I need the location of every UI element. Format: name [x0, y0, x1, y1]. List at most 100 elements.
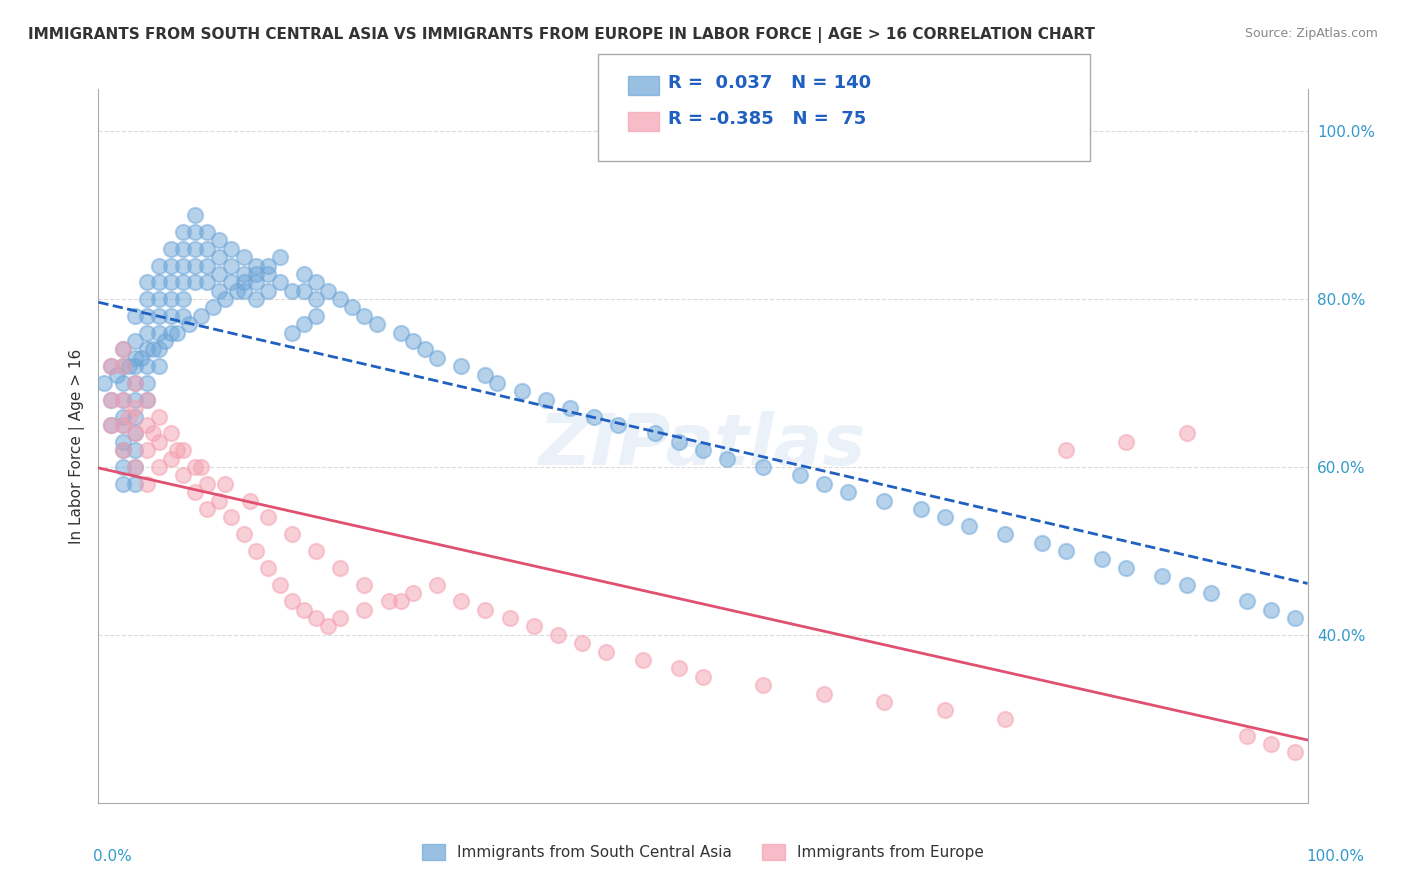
Point — [135, 476, 157, 491]
Point — [195, 502, 218, 516]
Point — [166, 443, 188, 458]
Point — [305, 292, 328, 306]
Point — [292, 284, 315, 298]
Point — [172, 443, 194, 458]
Point — [813, 476, 835, 491]
Point — [111, 343, 134, 357]
Point — [450, 359, 472, 374]
Point — [208, 233, 231, 247]
Point — [118, 359, 141, 374]
Point — [135, 392, 157, 407]
Point — [873, 695, 896, 709]
Point — [160, 326, 183, 340]
Point — [534, 392, 557, 407]
Point — [692, 670, 714, 684]
Point — [353, 577, 375, 591]
Point — [1284, 611, 1306, 625]
Point — [813, 687, 835, 701]
Point — [202, 301, 225, 315]
Point — [124, 334, 146, 348]
Point — [124, 359, 146, 374]
Point — [135, 275, 157, 289]
Point — [208, 284, 231, 298]
Point — [190, 460, 212, 475]
Point — [239, 493, 262, 508]
Point — [245, 292, 267, 306]
Point — [232, 250, 254, 264]
Point — [595, 645, 617, 659]
Point — [148, 460, 170, 475]
Point — [135, 343, 157, 357]
Point — [111, 417, 134, 432]
Point — [124, 460, 146, 475]
Point — [232, 267, 254, 281]
Point — [111, 443, 134, 458]
Point — [316, 284, 339, 298]
Point — [281, 527, 304, 541]
Point — [195, 476, 218, 491]
Point — [232, 527, 254, 541]
Point — [111, 443, 134, 458]
Point — [148, 275, 170, 289]
Text: R =  0.037   N = 140: R = 0.037 N = 140 — [668, 74, 870, 92]
Point — [752, 678, 775, 692]
Point — [111, 434, 134, 449]
Point — [172, 242, 194, 256]
Point — [1115, 434, 1137, 449]
Point — [547, 628, 569, 642]
Point — [245, 544, 267, 558]
Point — [135, 326, 157, 340]
Point — [100, 417, 122, 432]
Point — [100, 392, 122, 407]
Point — [184, 225, 207, 239]
Point — [184, 242, 207, 256]
Point — [166, 326, 188, 340]
Point — [873, 493, 896, 508]
Point — [142, 426, 165, 441]
Point — [214, 476, 236, 491]
Point — [226, 284, 249, 298]
Point — [305, 309, 328, 323]
Point — [934, 703, 956, 717]
Point — [148, 326, 170, 340]
Point — [179, 318, 201, 332]
Point — [111, 476, 134, 491]
Point — [292, 318, 315, 332]
Point — [148, 409, 170, 424]
Point — [160, 309, 183, 323]
Point — [111, 417, 134, 432]
Point — [124, 476, 146, 491]
Point — [105, 368, 128, 382]
Point — [135, 376, 157, 390]
Point — [184, 275, 207, 289]
Point — [1175, 577, 1198, 591]
Point — [269, 275, 291, 289]
Point — [232, 284, 254, 298]
Point — [910, 502, 932, 516]
Point — [124, 309, 146, 323]
Point — [281, 284, 304, 298]
Point — [118, 409, 141, 424]
Point — [1175, 426, 1198, 441]
Point — [135, 417, 157, 432]
Point — [195, 225, 218, 239]
Legend: Immigrants from South Central Asia, Immigrants from Europe: Immigrants from South Central Asia, Immi… — [416, 838, 990, 866]
Point — [184, 208, 207, 222]
Point — [184, 485, 207, 500]
Point — [160, 292, 183, 306]
Point — [124, 401, 146, 416]
Point — [305, 544, 328, 558]
Point — [402, 334, 425, 348]
Point — [111, 343, 134, 357]
Point — [450, 594, 472, 608]
Point — [208, 250, 231, 264]
Point — [837, 485, 859, 500]
Point — [172, 275, 194, 289]
Point — [93, 376, 115, 390]
Point — [329, 560, 352, 574]
Point — [994, 712, 1017, 726]
Point — [129, 351, 152, 365]
Point — [172, 259, 194, 273]
Point — [148, 359, 170, 374]
Point — [329, 292, 352, 306]
